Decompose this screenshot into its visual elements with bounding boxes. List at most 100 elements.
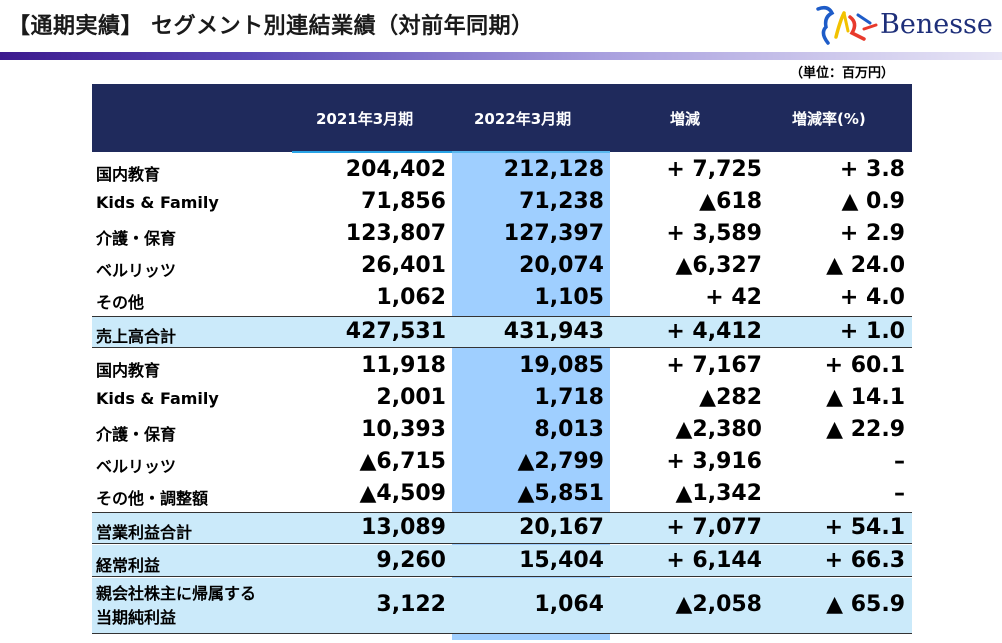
cell-fy2022: 19,085 (519, 353, 604, 378)
row-label: ベルリッツ (96, 261, 177, 280)
cell-change-rate: ▲ 65.9 (826, 592, 905, 617)
row-label: その他 (96, 293, 145, 312)
header-change: 増減 (670, 110, 701, 128)
table-row-subtotal: 売上高合計 427,531 431,943 + 4,412 + 1.0 (92, 316, 912, 348)
cell-change-rate: ▲ 22.9 (826, 417, 905, 442)
benesse-logo: Benesse (814, 3, 994, 47)
cell-change-rate: + 1.0 (839, 319, 905, 344)
header-underline-fy2022 (452, 151, 610, 153)
cell-change: + 3,589 (666, 221, 762, 246)
cell-change: ▲2,058 (675, 592, 762, 617)
table-row-subtotal: 営業利益合計 13,089 20,167 + 7,077 + 54.1 (92, 512, 912, 544)
segment-results-table: 2021年3月期 2022年3月期 増減 増減率(%) 国内教育 204,402… (92, 84, 912, 640)
cell-fy2022: 8,013 (534, 417, 604, 442)
cell-fy2022: 127,397 (503, 221, 604, 246)
table-row: ベルリッツ 26,401 20,074 ▲6,327 ▲ 24.0 (92, 250, 912, 282)
row-label: 経常利益 (96, 556, 161, 575)
cell-change: + 4,412 (666, 319, 762, 344)
table-row: Kids & Family 71,856 71,238 ▲618 ▲ 0.9 (92, 186, 912, 218)
table-row-subtotal: 経常利益 9,260 15,404 + 6,144 + 66.3 (92, 545, 912, 577)
cell-change-rate: + 66.3 (824, 548, 905, 573)
header-fy2022: 2022年3月期 (474, 110, 572, 128)
header-change-rate: 増減率(%) (792, 110, 866, 128)
cell-fy2021: 13,089 (361, 515, 446, 540)
logo-text: Benesse (880, 9, 993, 40)
cell-fy2021: 26,401 (361, 253, 446, 278)
row-label: その他・調整額 (96, 489, 209, 508)
row-label: 国内教育 (96, 361, 161, 380)
cell-change-rate: – (894, 481, 905, 506)
cell-change-rate: + 60.1 (824, 353, 905, 378)
row-label: ベルリッツ (96, 457, 177, 476)
cell-change: + 7,077 (666, 515, 762, 540)
cell-change-rate: + 54.1 (824, 515, 905, 540)
cell-change-rate: – (894, 449, 905, 474)
cell-fy2022: 1,105 (534, 285, 604, 310)
table-row: 国内教育 204,402 212,128 + 7,725 + 3.8 (92, 154, 912, 186)
row-label: 親会社株主に帰属する 当期純利益 (96, 582, 256, 630)
page-title: 【通期実績】 セグメント別連結業績（対前年同期） (8, 14, 534, 39)
cell-fy2021: 10,393 (361, 417, 446, 442)
cell-fy2021: 2,001 (376, 385, 446, 410)
row-label: 営業利益合計 (96, 523, 193, 542)
row-label: 介護・保育 (96, 229, 177, 248)
cell-fy2022: 1,064 (534, 592, 604, 617)
table-row: Kids & Family 2,001 1,718 ▲282 ▲ 14.1 (92, 382, 912, 414)
cell-change-rate: + 2.9 (839, 221, 905, 246)
table-row: 介護・保育 123,807 127,397 + 3,589 + 2.9 (92, 218, 912, 250)
cell-fy2021: 3,122 (376, 592, 446, 617)
row-label: Kids & Family (96, 193, 219, 212)
cell-fy2022: ▲5,851 (517, 481, 604, 506)
cell-change-rate: + 4.0 (839, 285, 905, 310)
cell-change: ▲282 (699, 385, 762, 410)
cell-change: + 42 (705, 285, 762, 310)
cell-change: ▲618 (699, 189, 762, 214)
cell-fy2021: 427,531 (345, 319, 446, 344)
cell-change: ▲6,327 (675, 253, 762, 278)
cell-fy2021: 9,260 (376, 548, 446, 573)
table-row: 介護・保育 10,393 8,013 ▲2,380 ▲ 22.9 (92, 414, 912, 446)
cell-change-rate: ▲ 0.9 (841, 189, 905, 214)
title-divider (0, 52, 1002, 60)
table-header: 2021年3月期 2022年3月期 増減 増減率(%) (92, 84, 912, 152)
cell-change-rate: + 3.8 (839, 157, 905, 182)
cell-change: + 3,916 (666, 449, 762, 474)
table-row: その他 1,062 1,105 + 42 + 4.0 (92, 282, 912, 314)
row-label: 介護・保育 (96, 425, 177, 444)
row-label-line2: 当期純利益 (96, 608, 177, 627)
row-label-line1: 親会社株主に帰属する (96, 584, 257, 603)
cell-fy2021: 204,402 (345, 157, 446, 182)
row-label: 国内教育 (96, 165, 161, 184)
cell-fy2021: 11,918 (361, 353, 446, 378)
cell-fy2021: 123,807 (345, 221, 446, 246)
cell-fy2021: ▲4,509 (359, 481, 446, 506)
cell-change: + 6,144 (666, 548, 762, 573)
cell-fy2021: ▲6,715 (359, 449, 446, 474)
table-row-subtotal: 親会社株主に帰属する 当期純利益 3,122 1,064 ▲2,058 ▲ 65… (92, 578, 912, 634)
header-underline-fy2021 (292, 151, 452, 153)
unit-label: （単位：百万円） (790, 66, 895, 81)
benesse-logo-mark-icon (816, 5, 878, 45)
table-row: その他・調整額 ▲4,509 ▲5,851 ▲1,342 – (92, 478, 912, 510)
cell-fy2022: 20,167 (519, 515, 604, 540)
table-row: 国内教育 11,918 19,085 + 7,167 + 60.1 (92, 350, 912, 382)
cell-fy2022: 20,074 (519, 253, 604, 278)
cell-fy2022: 15,404 (519, 548, 604, 573)
table-row: ベルリッツ ▲6,715 ▲2,799 + 3,916 – (92, 446, 912, 478)
row-label: 売上高合計 (96, 327, 177, 346)
cell-change: + 7,167 (666, 353, 762, 378)
cell-change-rate: ▲ 24.0 (826, 253, 905, 278)
cell-change-rate: ▲ 14.1 (826, 385, 905, 410)
cell-fy2022: 212,128 (503, 157, 604, 182)
cell-fy2022: 431,943 (503, 319, 604, 344)
header-fy2021: 2021年3月期 (316, 110, 414, 128)
cell-fy2021: 71,856 (361, 189, 446, 214)
row-label: Kids & Family (96, 389, 219, 408)
cell-change: ▲1,342 (675, 481, 762, 506)
cell-fy2021: 1,062 (376, 285, 446, 310)
cell-fy2022: 1,718 (534, 385, 604, 410)
cell-change: ▲2,380 (675, 417, 762, 442)
cell-fy2022: 71,238 (519, 189, 604, 214)
cell-change: + 7,725 (666, 157, 762, 182)
cell-fy2022: ▲2,799 (517, 449, 604, 474)
